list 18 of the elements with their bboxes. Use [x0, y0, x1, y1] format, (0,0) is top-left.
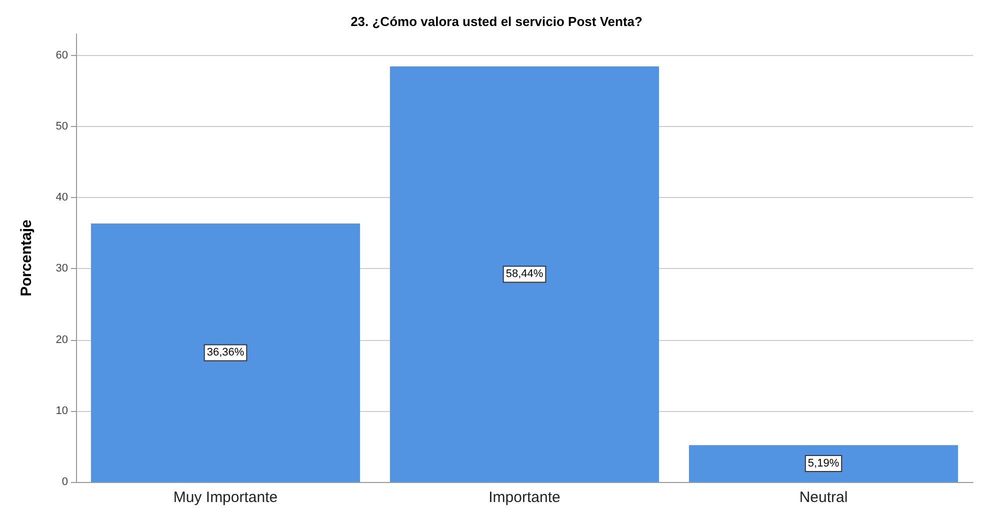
x-tick-label: Neutral: [799, 489, 848, 506]
bar: [688, 445, 958, 482]
x-tick-label: Muy Importante: [173, 489, 278, 506]
data-label: 5,19%: [808, 458, 840, 470]
y-tick-label: 30: [56, 262, 68, 275]
y-tick-label: 60: [56, 49, 68, 62]
y-tick-label: 50: [56, 120, 68, 132]
y-tick-label: 10: [56, 404, 68, 417]
y-axis-title: Porcentaje: [18, 220, 35, 296]
y-tick-label: 40: [56, 192, 68, 204]
data-label: 36,36%: [206, 346, 244, 359]
bar: [390, 66, 660, 482]
y-tick-label: 0: [62, 476, 68, 488]
y-tick-label: 20: [56, 334, 68, 346]
x-tick-label: Importante: [488, 489, 560, 506]
data-label: 58,44%: [506, 268, 544, 280]
chart-title: 23. ¿Cómo valora usted el servicio Post Venta?: [350, 14, 642, 29]
bar: [90, 223, 360, 482]
